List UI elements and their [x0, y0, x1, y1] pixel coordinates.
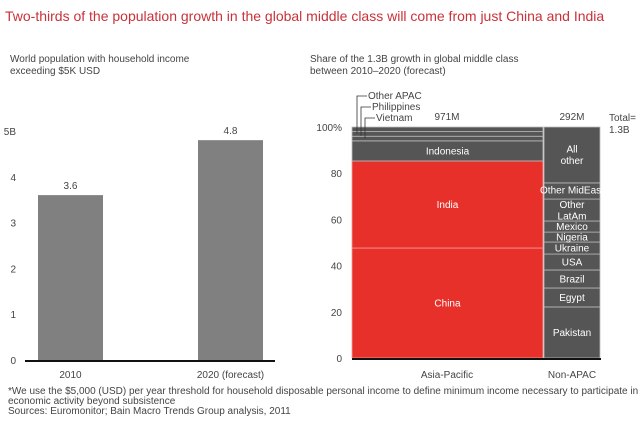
segment-philippines: [351, 131, 544, 137]
callout-label: Vietnam: [376, 113, 413, 124]
data-label: 4.8: [224, 126, 238, 137]
callout-line: [364, 117, 375, 139]
sources-note: Sources: Euromonitor; Bain Macro Trends …: [8, 406, 291, 417]
segment-label: Indonesia: [426, 146, 470, 157]
segment-label: China: [434, 299, 461, 310]
y-tick-label: 40: [331, 262, 343, 273]
callout-label: Philippines: [372, 102, 420, 113]
segment-all-other: [543, 126, 601, 184]
bar-2010: [38, 195, 103, 360]
y-tick-label: 0: [336, 354, 342, 365]
y-tick-label: 0: [10, 356, 16, 367]
total-label-line1: Total=: [609, 113, 636, 124]
total-label-line2: 1.3B: [609, 125, 630, 136]
column-label: Non-APAC: [548, 370, 596, 381]
segment-label: Pakistan: [553, 328, 591, 339]
y-tick-label: 1: [10, 310, 16, 321]
y-tick-label: 80: [331, 169, 343, 180]
segment-label: Nigeria: [556, 233, 588, 244]
segment-label: Mexico: [556, 222, 588, 233]
left-chart-title-line1: World population with household income: [10, 54, 190, 65]
column-label: Asia-Pacific: [421, 370, 473, 381]
y-tick-label: 3: [10, 219, 16, 230]
segment-label: Other MidEast: [540, 186, 604, 197]
segment-label: Egypt: [559, 293, 585, 304]
segment-label: All: [566, 145, 577, 156]
x-tick-label: 2020 (forecast): [197, 370, 264, 381]
callout-line: [356, 95, 367, 134]
callout-label: Other APAC: [368, 91, 422, 102]
column-total-label: 292M: [559, 112, 584, 123]
y-tick-label: 5B: [4, 127, 17, 138]
y-tick-label: 4: [10, 173, 16, 184]
segment-label: Other: [559, 200, 585, 211]
column-total-label: 971M: [434, 112, 459, 123]
x-tick-label: 2010: [59, 370, 82, 381]
right-chart-title-line1: Share of the 1.3B growth in global middl…: [310, 54, 518, 65]
y-tick-label: 2: [10, 264, 16, 275]
segment-label: India: [437, 200, 459, 211]
footnote-line1: *We use the $5,000 (USD) per year thresh…: [8, 386, 638, 397]
bar-2020 (forecast): [198, 140, 263, 360]
y-tick-label: 20: [331, 308, 343, 319]
segment-label: Ukraine: [555, 244, 590, 255]
y-tick-label: 60: [331, 215, 343, 226]
callout-line: [360, 106, 371, 136]
footnote-line2: economic activity beyond subsistence: [8, 396, 176, 407]
segment-vietnam: [351, 135, 544, 142]
left-chart-title-line2: exceeding $5K USD: [10, 66, 100, 77]
segment-label: Brazil: [559, 274, 584, 285]
y-tick-label: 100%: [316, 123, 342, 134]
segment-china: [351, 247, 544, 359]
segment-label: other: [561, 156, 584, 167]
segment-label: LatAm: [558, 211, 587, 222]
segment-label: USA: [562, 258, 583, 269]
figure-title: Two-thirds of the population growth in t…: [5, 8, 604, 24]
segment-other-apac: [351, 126, 544, 133]
segment-india: [351, 160, 544, 249]
right-chart-title-line2: between 2010–2020 (forecast): [310, 66, 446, 77]
data-label: 3.6: [64, 181, 78, 192]
